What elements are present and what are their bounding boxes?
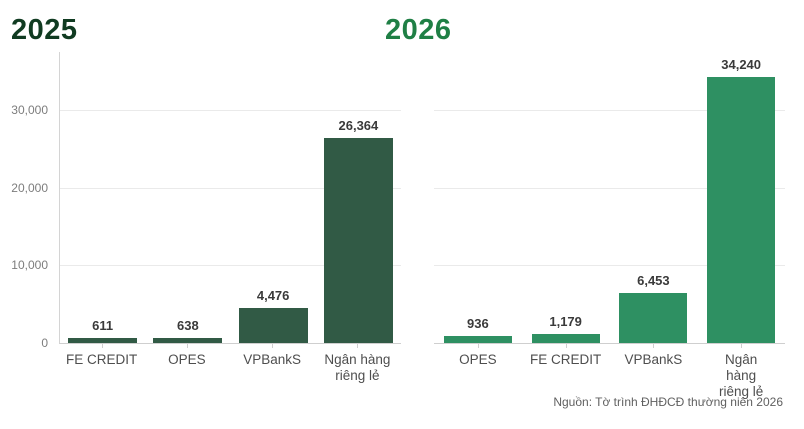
bar-value-label: 638 — [177, 318, 199, 333]
category-label: OPES — [168, 352, 206, 367]
bar-value-label: 6,453 — [637, 273, 670, 288]
x-axis-tick — [741, 344, 742, 348]
gridline — [434, 110, 785, 112]
chart-title-2025: 2025 — [11, 14, 78, 46]
x-axis-tick — [653, 344, 654, 348]
y-axis-tick-label: 10,000 — [11, 258, 48, 273]
bar — [707, 77, 775, 343]
bar-value-label: 26,364 — [338, 118, 379, 133]
x-axis-tick — [357, 344, 358, 348]
x-axis-tick — [272, 344, 273, 348]
y-axis-tick-label: 20,000 — [11, 180, 48, 195]
gridline — [60, 187, 401, 189]
bar — [239, 308, 308, 343]
bar-value-label: 4,476 — [256, 288, 290, 303]
gridline — [434, 187, 785, 189]
category-label: FE CREDIT — [65, 352, 138, 367]
bar — [532, 334, 600, 343]
y-axis-tick-label: 30,000 — [11, 103, 48, 118]
bar-value-label: 936 — [467, 316, 489, 331]
plot-area-2026: 936 1,179 6,453 34,240 — [434, 52, 785, 344]
category-label: VPBankS — [624, 352, 683, 367]
gridline — [60, 110, 401, 112]
category-label: VPBankS — [243, 352, 302, 367]
bar — [444, 336, 512, 343]
x-axis-tick — [187, 344, 188, 348]
bar — [68, 338, 137, 343]
category-label: Ngân hàng riêng lẻ — [718, 352, 764, 400]
chart-title-2026: 2026 — [385, 14, 452, 46]
bar — [324, 138, 393, 343]
category-label: FE CREDIT — [529, 352, 602, 367]
bar-value-label: 34,240 — [721, 57, 762, 72]
x-axis-tick — [102, 344, 103, 348]
gridline — [60, 265, 401, 267]
source-note: Nguồn: Tờ trình ĐHĐCĐ thường niên 2026 — [553, 395, 783, 409]
bar — [619, 293, 687, 343]
gridline — [434, 265, 785, 267]
category-label: OPES — [459, 352, 497, 367]
x-axis-tick — [566, 344, 567, 348]
bar-value-label: 1,179 — [549, 314, 582, 329]
bar-value-label: 611 — [92, 318, 114, 333]
plot-area-2025: 611 638 4,476 26,364 — [59, 52, 401, 344]
category-label: Ngân hàng riêng lẻ — [324, 352, 391, 384]
y-axis-tick-label: 0 — [41, 336, 48, 350]
bar — [153, 338, 222, 343]
x-axis-tick — [478, 344, 479, 348]
